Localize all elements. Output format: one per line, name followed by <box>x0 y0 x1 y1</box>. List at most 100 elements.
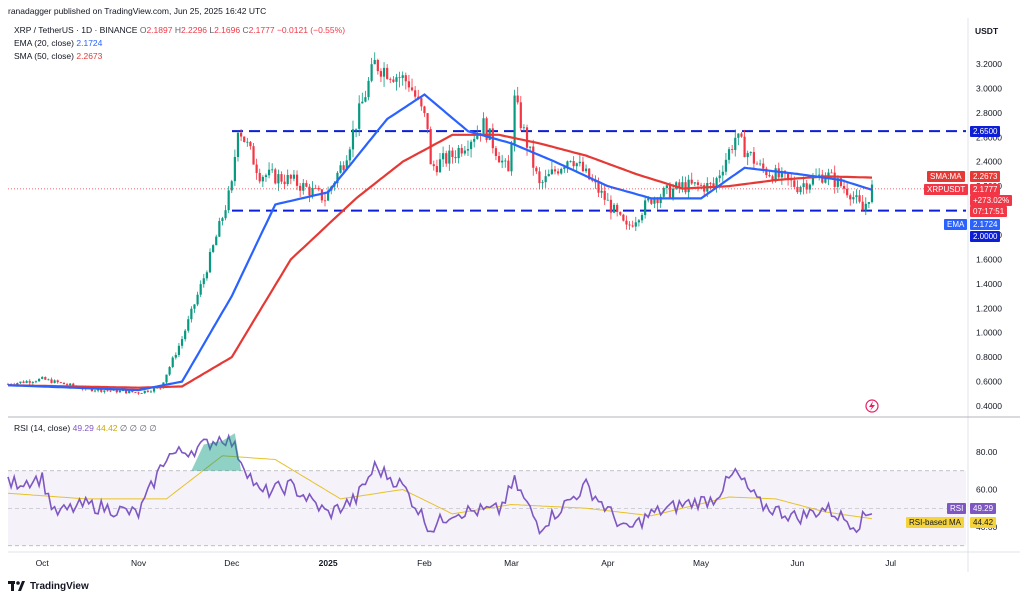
candle-body <box>327 190 330 201</box>
candle-body <box>653 198 656 204</box>
symbol-legend[interactable]: XRP / TetherUS · 1D · BINANCE O2.1897 H2… <box>14 25 345 35</box>
candle-body <box>550 169 553 175</box>
tradingview-brand[interactable]: TradingView <box>8 580 89 592</box>
candle-body <box>404 75 407 82</box>
low-label: L <box>209 25 215 35</box>
price-tick-label: 2.4000 <box>976 157 1002 167</box>
candle-body <box>535 167 538 172</box>
candle-body <box>696 182 700 185</box>
currency-label: USDT <box>975 26 999 36</box>
candle-body <box>734 137 737 150</box>
candle-body <box>317 188 320 190</box>
price-tick-label: 1.6000 <box>976 254 1002 264</box>
candle-body <box>215 236 218 246</box>
candle-body <box>128 390 131 394</box>
candle-body <box>749 152 752 154</box>
price-tick-label: 1.4000 <box>976 279 1002 289</box>
candle-body <box>448 150 451 164</box>
candle-body <box>768 175 771 177</box>
candle-body <box>311 187 314 196</box>
candle-body <box>557 171 560 174</box>
candle-body <box>560 168 563 174</box>
level-high-tag: 2.6500 <box>970 126 1001 137</box>
candle-body <box>516 95 519 103</box>
candle-body <box>271 169 274 171</box>
candle-body <box>445 153 448 164</box>
candle-body <box>665 185 668 188</box>
close-value: 2.1777 <box>248 25 275 35</box>
candle-body <box>308 186 311 196</box>
candle-body <box>476 133 479 139</box>
candle-body <box>482 118 485 135</box>
candle-body <box>218 220 221 237</box>
time-tick-label: Jun <box>791 558 805 568</box>
candle-body <box>588 168 591 180</box>
candle-body <box>606 199 609 201</box>
candle-body <box>53 380 56 383</box>
candle-body <box>796 186 799 193</box>
candle-body <box>407 81 411 88</box>
lightning-icon-bolt <box>869 401 875 411</box>
candle-body <box>494 148 498 157</box>
price-tag-pct: +273.02% <box>970 195 1013 206</box>
candle-body <box>637 220 641 223</box>
sma-label[interactable]: SMA (50, close) <box>14 51 74 61</box>
candle-body <box>827 172 830 178</box>
candle-body <box>373 60 376 65</box>
candle-body <box>361 101 364 104</box>
ema-label[interactable]: EMA (20, close) <box>14 38 74 48</box>
high-value: 2.2296 <box>180 25 207 35</box>
candle-body <box>348 149 351 161</box>
symbol-name[interactable]: XRP / TetherUS · 1D · BINANCE <box>14 25 138 35</box>
candle-body <box>603 190 606 200</box>
candle-body <box>302 183 305 191</box>
candle-body <box>522 127 526 129</box>
candle-body <box>34 381 38 383</box>
candle-body <box>631 225 634 227</box>
candle-body <box>177 345 181 355</box>
candle-body <box>519 102 522 129</box>
candle-body <box>258 172 261 182</box>
candle-body <box>780 170 783 178</box>
candle-body <box>426 113 429 130</box>
candle-body <box>25 381 28 383</box>
candle-body <box>771 176 774 182</box>
candle-body <box>451 150 454 158</box>
candle-body <box>846 188 849 196</box>
candle-body <box>619 211 622 215</box>
candle-body <box>93 390 97 392</box>
candle-body <box>224 210 227 219</box>
rsi-label[interactable]: RSI (14, close) <box>14 423 71 433</box>
rsi-ma-value: 44.42 <box>96 423 118 433</box>
candle-body <box>339 165 342 173</box>
candle-body <box>193 304 196 309</box>
ema-legend[interactable]: EMA (20, close) 2.1724 <box>14 38 102 48</box>
candle-body <box>870 184 874 203</box>
candle-body <box>168 367 171 375</box>
candle-body <box>575 163 578 167</box>
candle-body <box>134 392 137 393</box>
ema-20-line <box>7 93 873 392</box>
candle-body <box>759 163 762 165</box>
sma-legend[interactable]: SMA (50, close) 2.2673 <box>14 51 102 61</box>
candle-body <box>264 175 268 177</box>
candle-body <box>457 147 460 159</box>
candle-body <box>199 284 202 295</box>
rsi-legend[interactable]: RSI (14, close) 49.29 44.42 ∅ ∅ ∅ ∅ <box>14 423 157 434</box>
candle-body <box>414 90 417 97</box>
candle-body <box>432 164 435 167</box>
candle-body <box>90 388 94 392</box>
open-label: O <box>139 25 147 35</box>
candle-body <box>367 80 370 98</box>
candle-body <box>395 77 398 82</box>
candle-body <box>118 390 121 393</box>
candle-body <box>786 173 790 179</box>
rsi-line <box>7 433 873 536</box>
candle-body <box>376 60 379 72</box>
candle-body <box>765 168 768 176</box>
candle-body <box>22 381 25 383</box>
candle-body <box>109 390 112 392</box>
candle-body <box>839 178 843 186</box>
price-tick-label: 3.0000 <box>976 83 1002 93</box>
